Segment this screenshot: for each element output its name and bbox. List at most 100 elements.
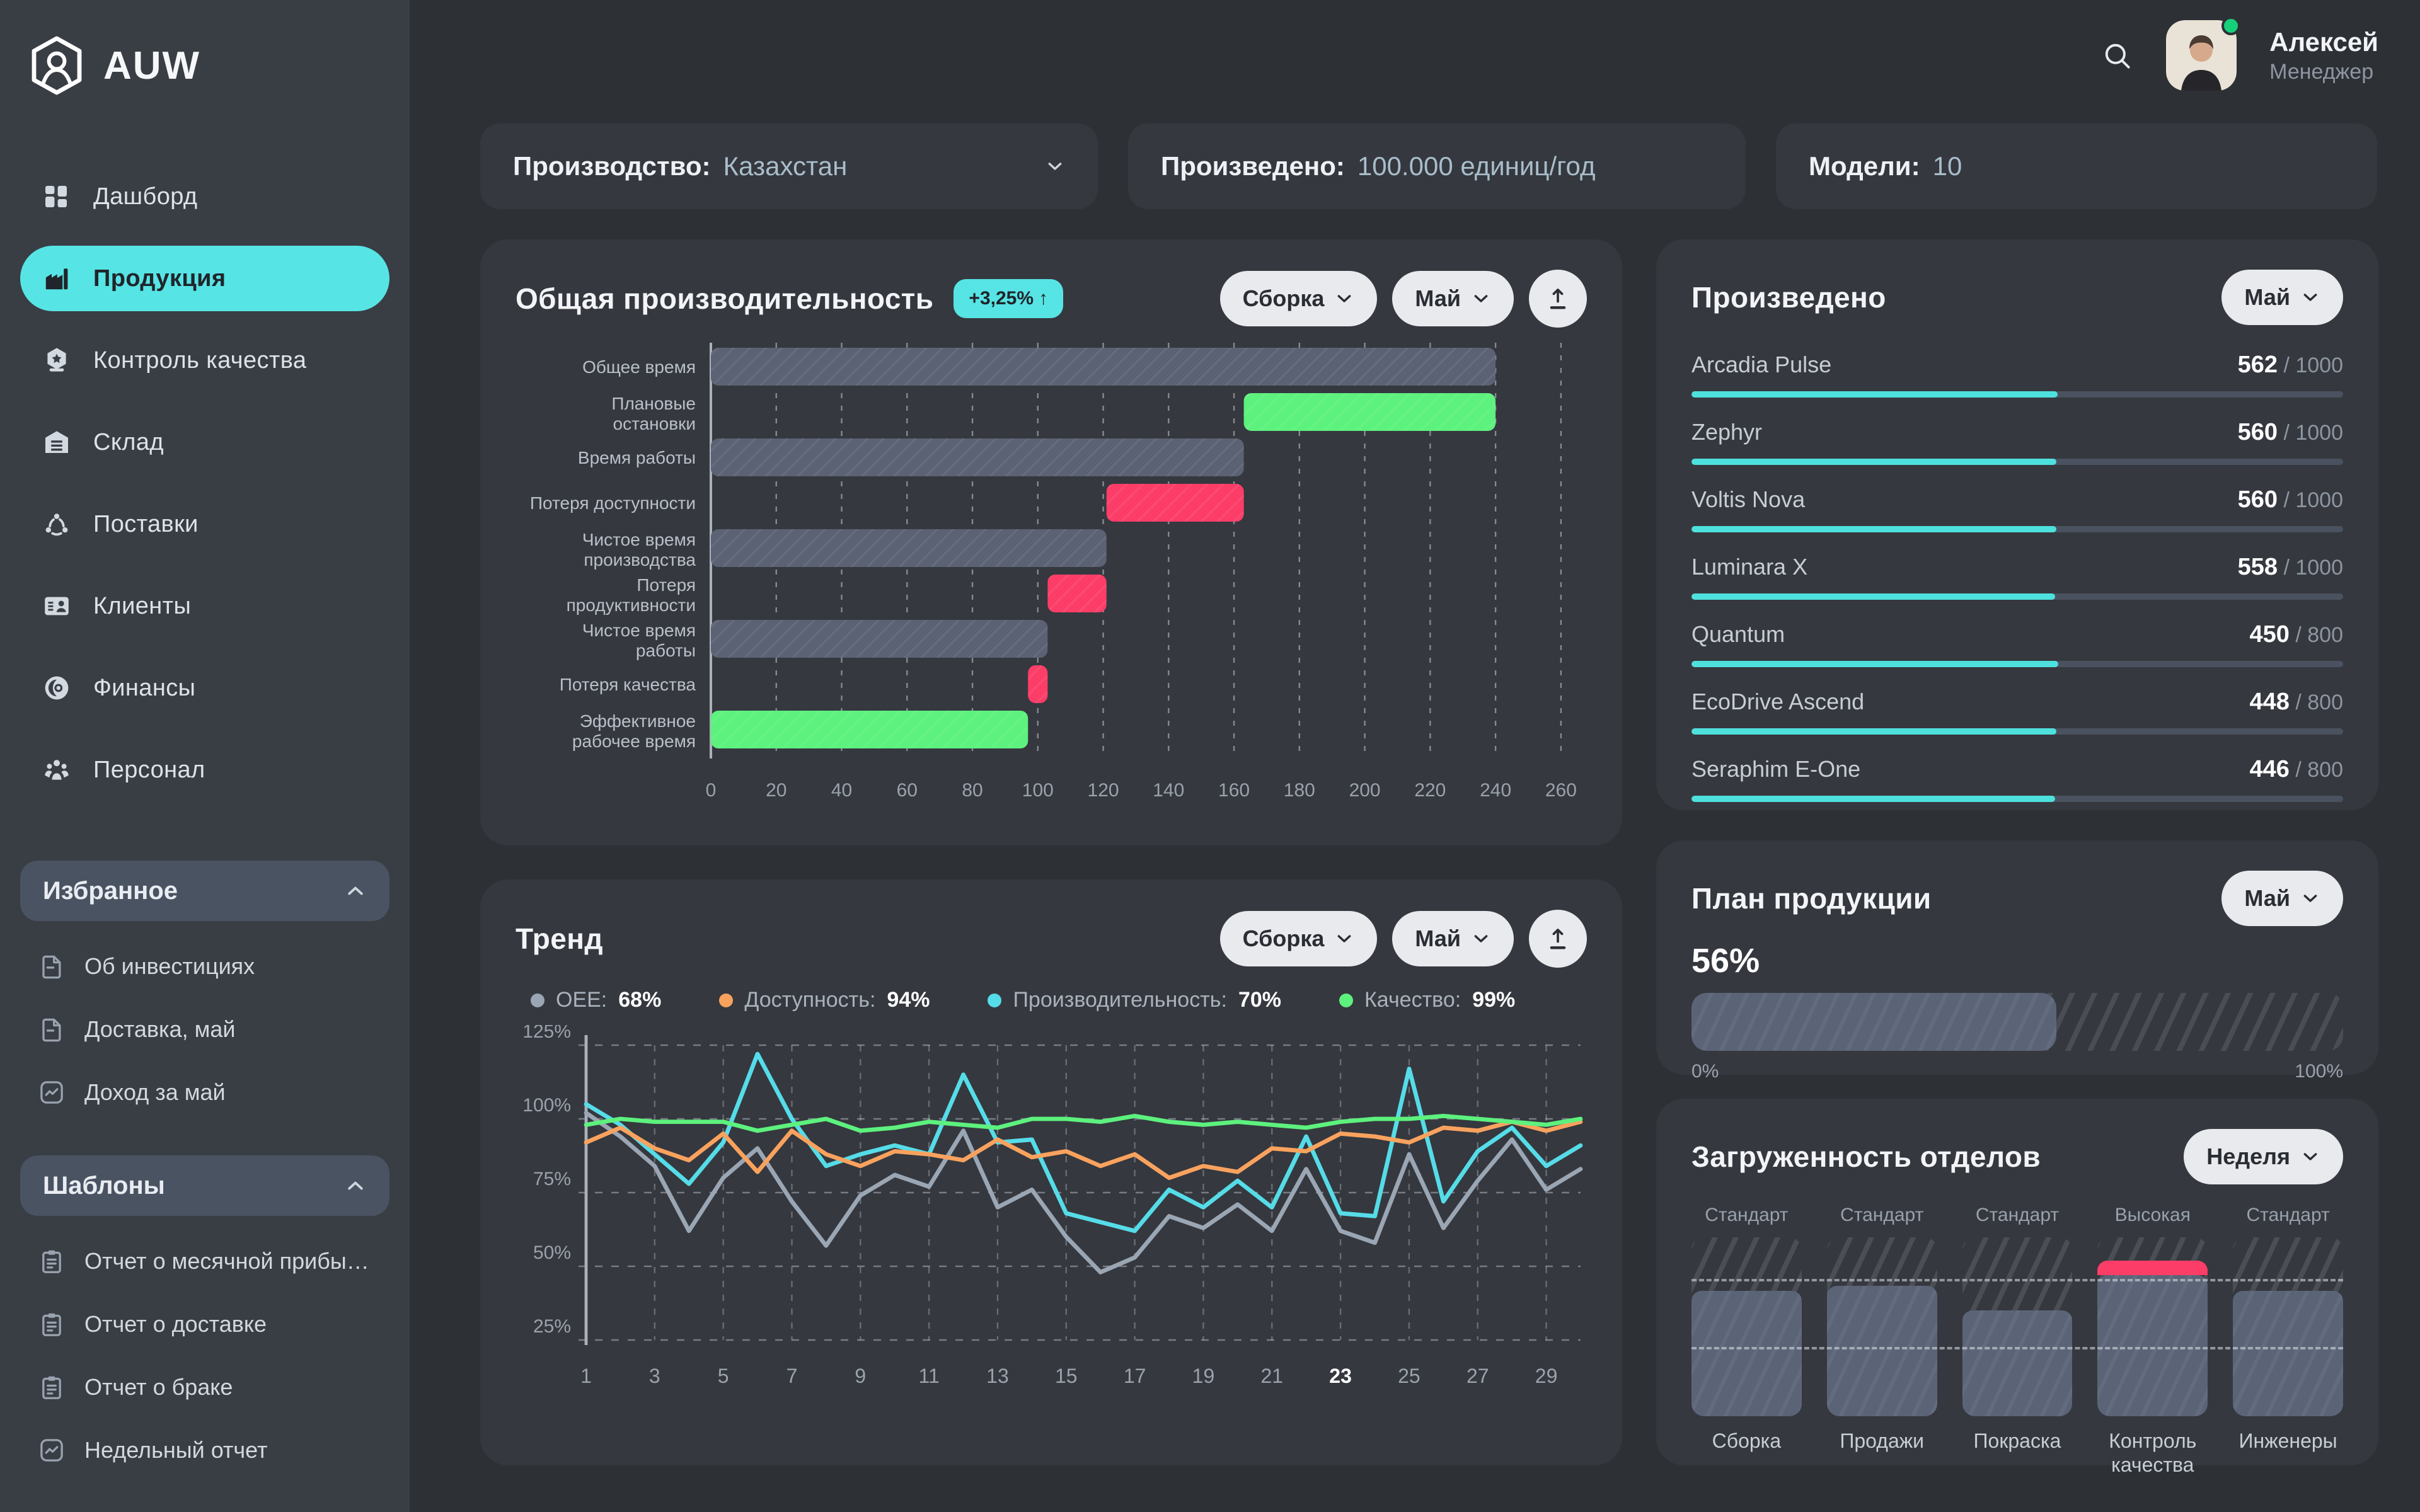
svg-text:Общее время: Общее время (582, 357, 696, 377)
delta-badge: +3,25% ↑ (954, 279, 1064, 318)
filter-chips-row: Производство: Казахстан Произведено: 100.00… (480, 123, 2378, 209)
product-total-value: / 1000 (2278, 488, 2343, 512)
sidebar-item-продукция[interactable]: Продукция (20, 246, 389, 311)
sidebar-item-склад[interactable]: Склад (20, 410, 389, 475)
chevron-down-icon (1334, 289, 1354, 309)
legend-item-качество: Качество: 99% (1339, 988, 1515, 1012)
department-load-track (1826, 1237, 1937, 1416)
filter-chip-производство[interactable]: Производство: Казахстан (480, 123, 1098, 209)
favorite-item-доставка-май[interactable]: Доставка, май (20, 1002, 389, 1057)
plan-percent-value: 56% (1691, 942, 1760, 980)
plan-panel: План продукции Май 56% 0% 100% (1656, 840, 2378, 1082)
chevron-down-icon (2300, 287, 2320, 307)
product-progress-fill (1691, 526, 2057, 532)
departments-period-filter-button[interactable]: Неделя (2184, 1129, 2343, 1184)
auw-logo-icon (28, 35, 86, 96)
legend-value: 94% (887, 988, 930, 1012)
department-status-label: Стандарт (1840, 1205, 1924, 1225)
plan-month-filter-button[interactable]: Май (2221, 871, 2343, 926)
clients-icon (42, 591, 72, 621)
chart-icon (38, 1079, 66, 1106)
legend-item-доступность: Доступность: 94% (719, 988, 930, 1012)
trend-line-filter-button[interactable]: Сборка (1219, 911, 1378, 966)
svg-text:29: 29 (1535, 1365, 1558, 1387)
arrow-up-icon: ↑ (1039, 288, 1049, 309)
oee-waterfall-chart: 0 20 40 60 80 100 120 140 160 180 200 220 240 260 Обще… (530, 343, 1577, 801)
oee-month-filter-button[interactable]: Май (1392, 271, 1514, 326)
department-load-fill (1826, 1285, 1937, 1416)
svg-text:5: 5 (718, 1365, 729, 1387)
staff-icon (42, 755, 72, 785)
svg-text:13: 13 (986, 1365, 1009, 1387)
department-column-покраска: Стандарт Покраска (1962, 1205, 2073, 1477)
oee-export-button[interactable] (1529, 270, 1587, 328)
sidebar-item-label: Клиенты (93, 592, 192, 619)
avatar[interactable] (2166, 16, 2241, 91)
product-total-value: / 800 (2289, 623, 2343, 647)
svg-text:100%: 100% (522, 1095, 571, 1116)
search-icon[interactable] (2100, 39, 2133, 72)
filter-chip-произведено: Произведено: 100.000 единиц/год (1128, 123, 1746, 209)
sidebar-item-label: Персонал (93, 756, 205, 783)
sidebar-item-поставки[interactable]: Поставки (20, 491, 389, 557)
produced-row-line: Luminara X 558 / 1000 (1691, 554, 2343, 581)
chevron-down-icon (2300, 888, 2320, 908)
chevron-down-icon (2300, 1147, 2320, 1167)
template-item-недельный-отчет[interactable]: Недельный отчет (20, 1423, 389, 1478)
sidebar-item-контроль-качества[interactable]: Контроль качества (20, 328, 389, 393)
sidebar-item-клиенты[interactable]: Клиенты (20, 573, 389, 639)
product-progress-track (1691, 526, 2343, 532)
favorite-item-доход-за-май[interactable]: Доход за май (20, 1065, 389, 1120)
svg-text:3: 3 (649, 1365, 660, 1387)
department-load-fill (1691, 1291, 1802, 1416)
produced-month-filter-button[interactable]: Май (2221, 270, 2343, 325)
chevron-down-icon (1471, 929, 1491, 949)
produced-row-arcadia-pulse: Arcadia Pulse 562 / 1000 (1691, 330, 2343, 398)
department-column-сборка: Стандарт Сборка (1691, 1205, 1802, 1477)
template-item-отчет-о-браке[interactable]: Отчет о браке (20, 1360, 389, 1415)
legend-dot (1339, 993, 1353, 1007)
logo[interactable]: AUW (20, 28, 389, 96)
template-item-отчет-о-месячной-прибы[interactable]: Отчет о месячной прибы… (20, 1234, 389, 1289)
favorites-section: Избранное Об инвестициях Доставка, май Дох… (20, 861, 389, 1120)
plan-progress-fill (1691, 993, 2057, 1051)
chart-icon (38, 1436, 66, 1464)
product-produced-value: 560 (2237, 486, 2278, 513)
svg-text:260: 260 (1545, 780, 1577, 801)
oee-line-filter-button[interactable]: Сборка (1219, 271, 1378, 326)
sidebar-item-дашборд[interactable]: Дашборд (20, 164, 389, 229)
department-name-label: Сборка (1712, 1429, 1782, 1452)
favorite-item-об-инвестициях[interactable]: Об инвестициях (20, 939, 389, 994)
produced-panel: Произведено Май Arcadia Pulse 562 / 1000 Z… (1656, 239, 2378, 810)
warehouse-icon (42, 427, 72, 457)
favorite-item-label: Доход за май (84, 1079, 226, 1105)
svg-text:60: 60 (897, 780, 918, 801)
department-status-label: Стандарт (1975, 1205, 2060, 1225)
oee-panel: Общая производительность +3,25% ↑ Сборка … (480, 239, 1622, 845)
svg-text:25: 25 (1398, 1365, 1420, 1387)
templates-header[interactable]: Шаблоны (20, 1155, 389, 1216)
favorites-header[interactable]: Избранное (20, 861, 389, 921)
department-load-track (2233, 1237, 2343, 1416)
sidebar-item-финансы[interactable]: Финансы (20, 655, 389, 721)
product-progress-fill (1691, 391, 2058, 398)
trend-panel: Тренд Сборка Май (480, 879, 1622, 1465)
trend-export-button[interactable] (1529, 910, 1587, 968)
svg-text:200: 200 (1349, 780, 1381, 801)
svg-text:100: 100 (1022, 780, 1054, 801)
trend-line-chart: 125%100%75%50%25%1 3 5 7 9 11 13 15 17 19 21 23 25 27… (522, 1025, 1583, 1387)
template-item-отчет-о-доставке[interactable]: Отчет о доставке (20, 1297, 389, 1352)
trend-legend: OEE: 68% Доступность: 94% Производительность… (531, 988, 1587, 1012)
chevron-down-icon (1045, 156, 1065, 176)
legend-label: OEE: (556, 988, 608, 1012)
svg-text:80: 80 (962, 780, 982, 801)
trend-month-filter-button[interactable]: Май (1392, 911, 1514, 966)
product-progress-track (1691, 796, 2343, 802)
svg-text:Время работы: Время работы (578, 448, 696, 467)
sidebar-item-персонал[interactable]: Персонал (20, 737, 389, 803)
svg-text:17: 17 (1124, 1365, 1146, 1387)
product-name: Arcadia Pulse (1691, 352, 1832, 377)
svg-text:220: 220 (1414, 780, 1446, 801)
